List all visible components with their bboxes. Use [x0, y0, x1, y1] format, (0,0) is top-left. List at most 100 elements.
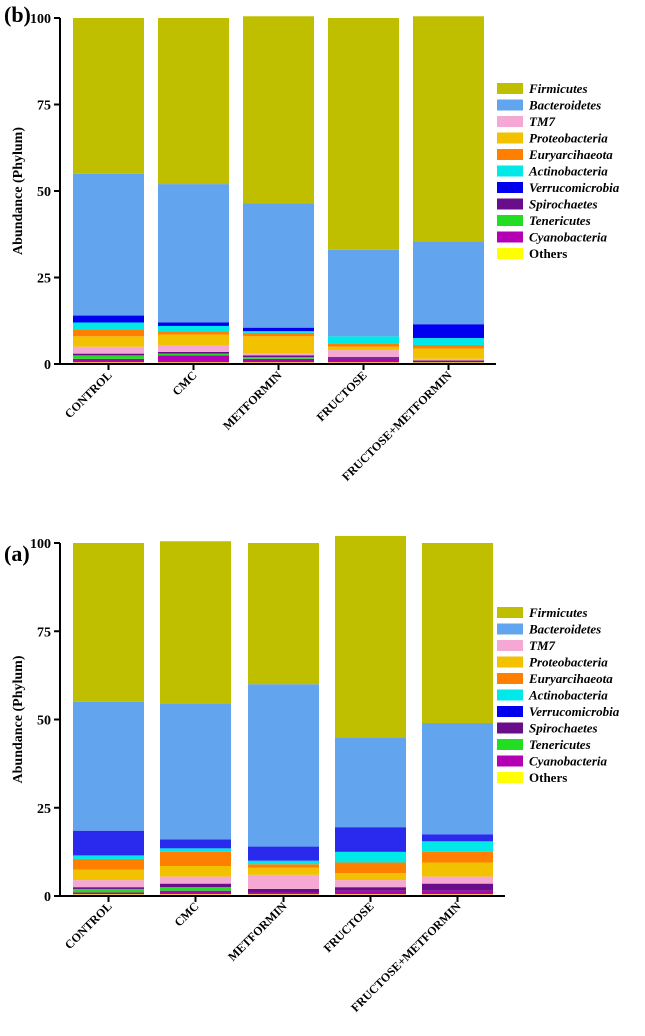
legend-swatch [497, 248, 523, 259]
y-tick-label: 0 [44, 358, 51, 373]
y-tick-label: 100 [30, 537, 51, 552]
bar-segment-proteobacteria [422, 862, 493, 877]
legend-swatch [497, 231, 523, 243]
legend-swatch [497, 706, 523, 717]
legend-swatch [497, 215, 523, 226]
y-tick-label: 75 [37, 625, 51, 640]
bar-segment-tm7 [248, 874, 319, 889]
bar-segment-cyanobacteria [248, 892, 319, 895]
bar-segment-actinobacteria [243, 331, 314, 333]
bar-segment-euryarchaeota [158, 331, 229, 335]
legend-swatch [497, 198, 523, 210]
legend-swatch [497, 673, 523, 684]
bar-segment-spirochaetes [335, 887, 406, 891]
bar-segment-bacteroidetes [73, 701, 144, 831]
bar-segment-verrucomicrobia [243, 327, 314, 332]
y-axis-label: Abundance (Phylum) [11, 655, 26, 783]
bar-segment-euryarchaeota [248, 864, 319, 868]
legend-label: Euryarcihaeota [528, 147, 613, 162]
bar-segment-tm7 [158, 344, 229, 352]
bar-segment-spirochaetes [158, 351, 229, 354]
legend-swatch [497, 739, 523, 750]
bar-segment-tenericutes [158, 353, 229, 356]
bar-segment-actinobacteria [335, 851, 406, 863]
legend-swatch [497, 116, 523, 127]
bar-segment-cyanobacteria [73, 892, 144, 895]
bar-segment-euryarchaeota [335, 862, 406, 874]
bar-stack-fructose-metformin [422, 543, 493, 896]
bar-segment-tm7 [422, 876, 493, 884]
legend-swatch [497, 607, 523, 618]
legend-label: Actinobacteria [528, 688, 608, 703]
legend-swatch [497, 722, 523, 734]
bar-segment-spirochaetes [413, 360, 484, 363]
bar-segment-actinobacteria [73, 322, 144, 330]
bar-segment-verrucomicrobia [248, 846, 319, 861]
bar-segment-firmicutes [413, 16, 484, 242]
bar-stack-fructose [328, 18, 399, 364]
bar-segment-spirochaetes [73, 353, 144, 356]
bar-segment-euryarchaeota [328, 343, 399, 347]
x-category-label: FRUCTOSE [321, 899, 377, 955]
bar-segment-bacteroidetes [160, 703, 231, 840]
y-tick-label: 25 [37, 272, 51, 287]
bar-segment-firmicutes [243, 16, 314, 204]
bar-segment-spirochaetes [243, 355, 314, 358]
bar-segment-euryarchaeota [243, 332, 314, 337]
legend-swatch [497, 623, 523, 635]
bar-segment-firmicutes [422, 543, 493, 724]
bar-segment-verrucomicrobia [422, 834, 493, 842]
bar-segment-bacteroidetes [335, 737, 406, 828]
bar-segment-bacteroidetes [413, 241, 484, 325]
legend-label: Cyanobacteria [529, 230, 607, 245]
y-axis-label: Abundance (Phylum) [11, 127, 26, 255]
x-category-label: CONTROL [62, 368, 115, 421]
bar-segment-cyanobacteria [335, 890, 406, 895]
x-category-label: METFORMIN [225, 899, 290, 964]
bar-segment-proteobacteria [73, 869, 144, 881]
bar-segment-firmicutes [73, 543, 144, 702]
x-category-label: CMC [171, 899, 201, 929]
bar-stack-fructose-metformin [413, 16, 484, 364]
bar-segment-spirochaetes [422, 883, 493, 891]
bar-segment-actinobacteria [248, 860, 319, 865]
bar-segment-bacteroidetes [243, 203, 314, 328]
bar-segment-proteobacteria [243, 336, 314, 354]
bar-stack-control [73, 543, 144, 896]
bar-segment-bacteroidetes [328, 249, 399, 337]
bar-segment-bacteroidetes [73, 173, 144, 316]
y-tick-label: 50 [37, 714, 51, 729]
bar-segment-cyanobacteria [422, 890, 493, 895]
bar-segment-proteobacteria [73, 336, 144, 347]
bar-segment-euryarchaeota [413, 344, 484, 349]
bar-segment-firmicutes [248, 543, 319, 685]
legend-label: Bacteroidetes [528, 622, 601, 637]
bar-segment-firmicutes [328, 18, 399, 250]
bar-segment-cyanobacteria [158, 355, 229, 363]
y-tick-label: 100 [30, 12, 51, 27]
x-category-label: CONTROL [62, 899, 115, 952]
bar-segment-proteobacteria [160, 865, 231, 877]
bar-segment-actinobacteria [158, 325, 229, 332]
legend-swatch [497, 149, 523, 160]
panel-label: (b) [4, 2, 31, 27]
legend-label: Others [529, 246, 567, 261]
legend-label: Tenericutes [529, 737, 591, 752]
bar-segment-bacteroidetes [422, 723, 493, 835]
legend-swatch [497, 772, 523, 783]
bar-segment-tenericutes [73, 888, 144, 893]
bar-segment-firmicutes [160, 541, 231, 704]
bar-segment-tm7 [73, 880, 144, 888]
bar-segment-proteobacteria [158, 334, 229, 345]
legend-label: Proteobacteria [529, 655, 608, 670]
legend-swatch [497, 99, 523, 111]
bar-segment-verrucomicrobia [73, 830, 144, 856]
bar-stack-metformin [243, 16, 314, 364]
bar-segment-proteobacteria [328, 346, 399, 351]
bar-segment-verrucomicrobia [73, 315, 144, 323]
bar-stack-cmc [158, 18, 229, 364]
bar-segment-actinobacteria [422, 841, 493, 852]
legend-label: Bacteroidetes [528, 98, 601, 113]
